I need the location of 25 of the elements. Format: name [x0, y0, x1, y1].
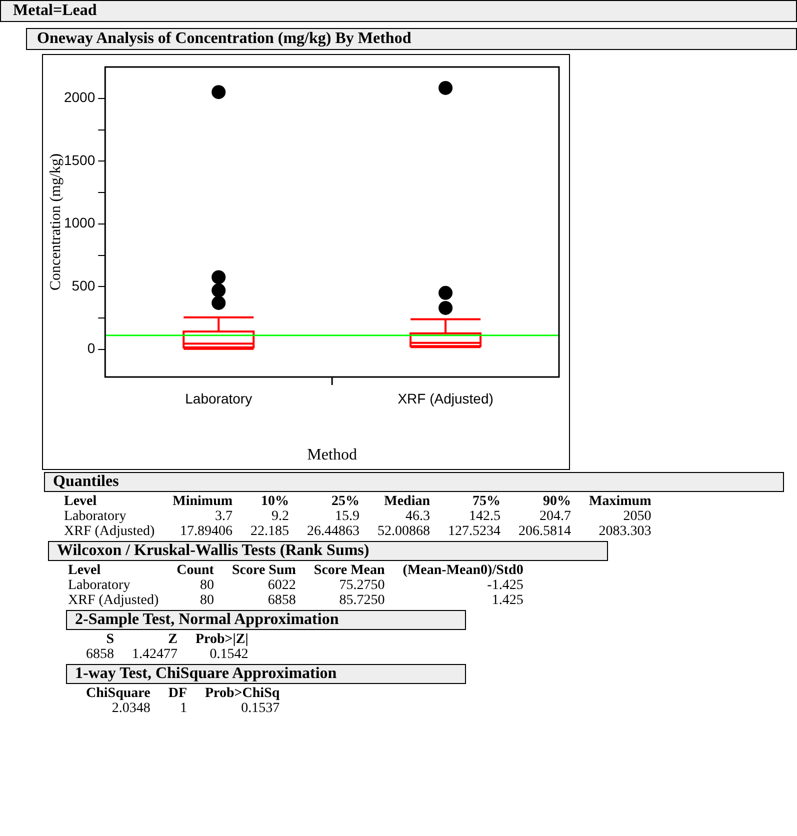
y-tick-label: 1500 — [64, 152, 96, 168]
x-axis-title: Method — [307, 446, 357, 464]
x-tick-label: XRF (Adjusted) — [398, 390, 494, 406]
text: 6858 1.42477 0.1542 — [86, 647, 248, 662]
text: 1-way Test, ChiSquare Approximation — [66, 664, 466, 684]
text: 2-Sample Test, Normal Approximation — [66, 610, 466, 630]
y-tick-label: 0 — [87, 340, 96, 356]
text: Quantiles — [44, 472, 784, 492]
text: Wilcoxon / Kruskal-Wallis Tests (Rank Sums) — [48, 541, 608, 561]
x-tick-label: Laboratory — [185, 390, 252, 406]
text: ChiSquare DF Prob>ChiSq — [86, 686, 280, 701]
text: Laboratory 80 6022 75.2750 -1.425 — [68, 578, 524, 593]
text: Laboratory 3.7 9.2 15.9 46.3 142.5 204.7 2050 — [64, 509, 652, 524]
text: Level Minimum 10% 25% Median 75% 90% Maximum — [64, 494, 652, 509]
text: S Z Prob>|Z| — [106, 632, 248, 647]
text: Level Count Score Sum Score Mean (Mean-Mean0)/Std0 — [68, 563, 524, 578]
y-tick-label: 500 — [72, 277, 96, 294]
text: XRF (Adjusted) 80 6858 85.7250 1.425 — [68, 593, 524, 608]
y-tick-label: 1000 — [64, 214, 96, 231]
chart-title: Metal=Lead — [0, 0, 797, 22]
y-axis-title: Concentration (mg/kg) — [48, 153, 64, 291]
y-tick-label: 2000 — [64, 89, 96, 106]
text: 2.0348 1 0.1537 — [112, 701, 280, 716]
text: XRF (Adjusted) 17.89406 22.185 26.44863 52.00868 127.5234 206.5814 2083.303 — [64, 524, 652, 539]
chart-subtitle: Oneway Analysis of Concentration (mg/kg) By Method — [26, 28, 797, 50]
